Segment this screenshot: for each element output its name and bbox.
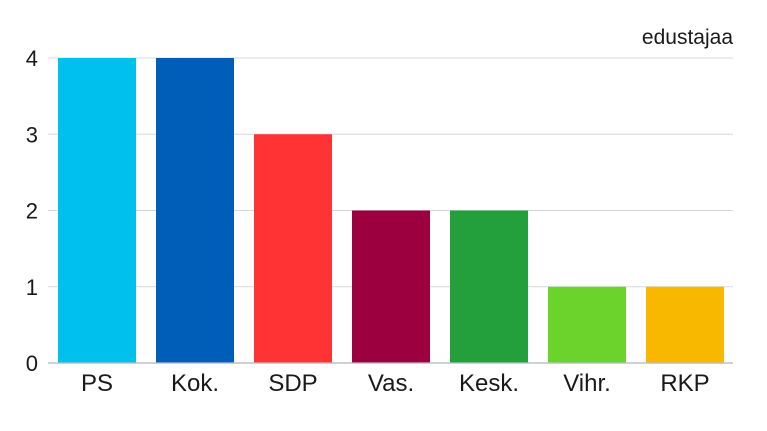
x-axis-ticks: PS Kok. SDP Vas. Kesk. Vihr. RKP [81, 370, 710, 397]
y-tick-label: 0 [26, 351, 38, 376]
unit-label: edustajaa [642, 26, 733, 49]
bar-rkp [646, 286, 724, 363]
bar-vihr [548, 286, 626, 363]
bar-ps [58, 58, 136, 363]
x-tick-label: Kok. [171, 370, 219, 397]
x-tick-label: RKP [660, 370, 709, 397]
y-tick-label: 1 [26, 275, 38, 300]
y-tick-label: 2 [26, 199, 38, 224]
bar-sdp [254, 134, 332, 363]
x-tick-label: Kesk. [459, 370, 519, 397]
y-tick-label: 3 [26, 122, 38, 147]
bar-kesk [450, 210, 528, 363]
x-tick-label: SDP [268, 370, 317, 397]
y-axis-ticks: 0 1 2 3 4 [26, 46, 38, 376]
x-tick-label: Vihr. [563, 370, 611, 397]
y-tick-label: 4 [26, 46, 38, 71]
bar-kok [156, 58, 234, 363]
x-tick-label: PS [81, 370, 113, 397]
x-tick-label: Vas. [368, 370, 414, 397]
bar-vas [352, 210, 430, 363]
bars [48, 58, 733, 364]
